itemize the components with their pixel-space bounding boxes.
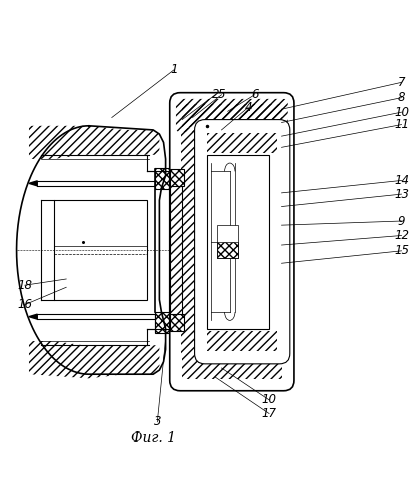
Text: 13: 13 [393,188,408,200]
Text: 14: 14 [393,174,408,187]
Text: 12: 12 [393,229,408,242]
Bar [206,155,268,328]
Bar [182,104,281,127]
Text: 16: 16 [17,298,32,311]
Bar [217,242,237,258]
Bar [206,330,277,350]
Text: 3: 3 [153,416,161,428]
Text: 1: 1 [170,64,177,76]
Text: 17: 17 [261,407,276,420]
FancyBboxPatch shape [194,120,289,364]
Text: 2: 2 [211,88,218,102]
Text: 6: 6 [250,88,258,102]
Bar [169,314,184,330]
Bar [169,172,182,328]
FancyBboxPatch shape [169,92,293,391]
Text: Фиг. 1: Фиг. 1 [131,432,175,446]
Text: 9: 9 [397,214,404,228]
Polygon shape [29,181,37,186]
Bar [182,356,281,379]
Bar [259,128,282,356]
Bar [54,200,147,300]
Polygon shape [29,314,37,319]
Bar [217,225,237,258]
Text: 18: 18 [17,278,32,291]
Bar [206,133,277,152]
Bar [155,168,169,188]
Text: 10: 10 [393,106,408,118]
Text: 15: 15 [393,244,408,258]
Polygon shape [17,126,165,374]
Text: 4: 4 [244,100,252,114]
Text: 10: 10 [261,394,276,406]
Bar [155,312,169,333]
Text: 11: 11 [393,118,408,131]
Text: 7: 7 [397,76,404,89]
Text: 5: 5 [217,88,225,102]
Text: 8: 8 [397,91,404,104]
Bar [181,128,204,356]
Bar [169,170,184,186]
